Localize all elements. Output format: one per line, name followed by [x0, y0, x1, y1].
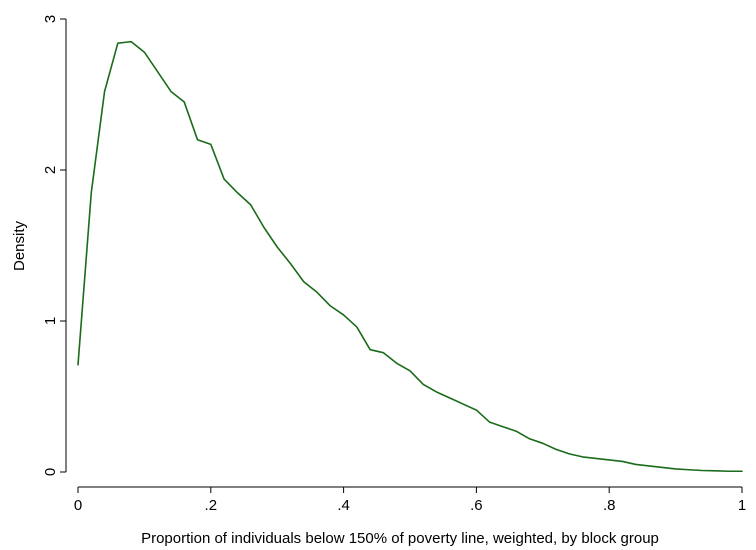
y-tick-label: 0: [42, 468, 59, 476]
density-line: [77, 40, 743, 473]
x-tick-label: 1: [738, 497, 746, 514]
y-tick-label: 3: [42, 15, 59, 23]
x-axis-ticks: 0 .2 .4 .6 .8 1: [74, 487, 746, 514]
x-axis-title: Proportion of individuals below 150% of …: [141, 530, 659, 547]
x-tick-label: 0: [74, 497, 82, 514]
x-tick-label: .8: [603, 497, 616, 514]
y-axis-title: Density: [11, 220, 28, 271]
x-tick-label: .4: [337, 497, 350, 514]
x-tick-label: .6: [470, 497, 483, 514]
y-tick-label: 1: [42, 317, 59, 325]
x-tick-label: .2: [205, 497, 218, 514]
y-axis-ticks: 0 1 2 3: [42, 15, 66, 476]
series-group: [77, 40, 743, 473]
y-tick-label: 2: [42, 166, 59, 174]
